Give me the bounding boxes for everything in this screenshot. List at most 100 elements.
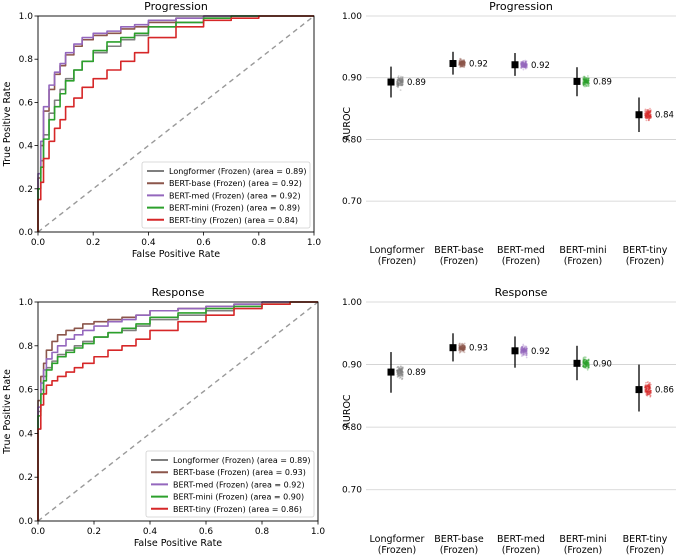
bootstrap-point — [645, 113, 648, 115]
bootstrap-point — [587, 78, 589, 80]
bootstrap-point — [584, 82, 587, 84]
bootstrap-point — [520, 63, 523, 66]
bootstrap-point — [649, 388, 651, 391]
bootstrap-point — [587, 362, 589, 365]
bootstrap-point — [584, 81, 587, 84]
bootstrap-point — [401, 80, 404, 83]
bootstrap-point — [583, 85, 586, 88]
bootstrap-point — [401, 372, 404, 374]
bootstrap-point — [398, 83, 401, 85]
bootstrap-point — [460, 348, 463, 351]
bootstrap-point — [523, 64, 525, 66]
bootstrap-point — [396, 82, 399, 85]
bootstrap-point — [459, 62, 462, 65]
bootstrap-point — [460, 63, 462, 65]
bootstrap-point — [585, 360, 587, 363]
bootstrap-point — [526, 347, 528, 350]
bootstrap-point — [583, 81, 586, 84]
bootstrap-point — [396, 83, 398, 86]
bootstrap-point — [588, 82, 590, 85]
bootstrap-point — [459, 63, 462, 66]
y-axis-label: True Positive Rate — [2, 82, 13, 168]
roc-curve-2 — [37, 15, 314, 232]
bootstrap-point — [583, 76, 586, 78]
x-tick-label: 0.6 — [196, 238, 211, 248]
bootstrap-point — [397, 84, 400, 87]
bootstrap-point — [400, 368, 402, 371]
bootstrap-point — [461, 347, 463, 350]
bootstrap-point — [582, 79, 585, 81]
bootstrap-point — [522, 352, 525, 354]
bootstrap-point — [463, 342, 466, 345]
axes-frame — [37, 15, 315, 233]
bootstrap-point — [587, 79, 590, 82]
bootstrap-point — [399, 369, 402, 371]
bootstrap-point — [585, 81, 587, 84]
bootstrap-point — [582, 364, 584, 367]
bootstrap-point — [400, 374, 403, 377]
bootstrap-point — [399, 374, 402, 377]
bootstrap-point — [647, 393, 650, 396]
bootstrap-point — [458, 63, 461, 65]
mean-marker-2 — [511, 61, 519, 69]
x-tick-label: 0.2 — [86, 238, 100, 248]
bootstrap-point — [520, 350, 523, 353]
bootstrap-point — [398, 374, 400, 376]
bootstrap-point — [462, 346, 465, 349]
bootstrap-point — [400, 378, 403, 381]
bootstrap-point — [522, 61, 524, 64]
bootstrap-point — [583, 361, 586, 364]
bootstrap-point — [586, 77, 588, 79]
bootstrap-point — [584, 362, 587, 365]
bootstrap-point — [463, 62, 465, 64]
bootstrap-point — [525, 348, 528, 351]
bootstrap-point — [463, 63, 466, 66]
bootstrap-point — [524, 61, 527, 63]
bootstrap-point — [646, 386, 649, 388]
bootstrap-point — [647, 391, 650, 393]
bootstrap-point — [646, 394, 648, 397]
bootstrap-point — [584, 362, 587, 364]
bootstrap-point — [400, 80, 402, 83]
bootstrap-point — [461, 342, 464, 345]
bootstrap-point — [648, 390, 651, 393]
bootstrap-point — [585, 360, 587, 363]
bootstrap-point — [583, 360, 585, 363]
bootstrap-point — [461, 64, 464, 67]
bootstrap-point — [522, 350, 525, 352]
roc-curve-4 — [37, 15, 314, 232]
bootstrap-point — [644, 113, 646, 115]
mean-marker-3 — [573, 77, 581, 85]
bootstrap-point — [647, 389, 650, 392]
bootstrap-point — [585, 79, 588, 82]
bootstrap-point — [520, 350, 523, 353]
bootstrap-point — [582, 75, 585, 78]
bootstrap-point — [461, 65, 463, 68]
y-tick-label: 0.70 — [342, 486, 362, 496]
bootstrap-point — [524, 349, 527, 352]
bootstrap-point — [459, 62, 461, 64]
bootstrap-point — [648, 385, 651, 388]
bootstrap-point — [463, 346, 466, 348]
bootstrap-point — [458, 351, 461, 354]
bootstrap-point — [396, 81, 399, 83]
bootstrap-point — [401, 84, 403, 87]
bootstrap-point — [583, 78, 586, 81]
bootstrap-point — [525, 349, 527, 352]
bootstrap-point — [647, 390, 650, 393]
bootstrap-point — [460, 346, 462, 348]
value-label-0: 0.89 — [407, 368, 426, 378]
bootstrap-point — [649, 394, 652, 397]
bootstrap-point — [520, 351, 523, 354]
bootstrap-point — [401, 370, 404, 373]
bootstrap-point — [401, 373, 404, 375]
bootstrap-point — [463, 60, 465, 63]
bootstrap-point — [649, 387, 651, 390]
bootstrap-point — [648, 388, 650, 391]
bootstrap-point — [398, 371, 401, 374]
bootstrap-point — [647, 113, 650, 115]
bootstrap-point — [460, 346, 463, 349]
bootstrap-point — [458, 60, 461, 62]
bootstrap-point — [645, 112, 648, 115]
